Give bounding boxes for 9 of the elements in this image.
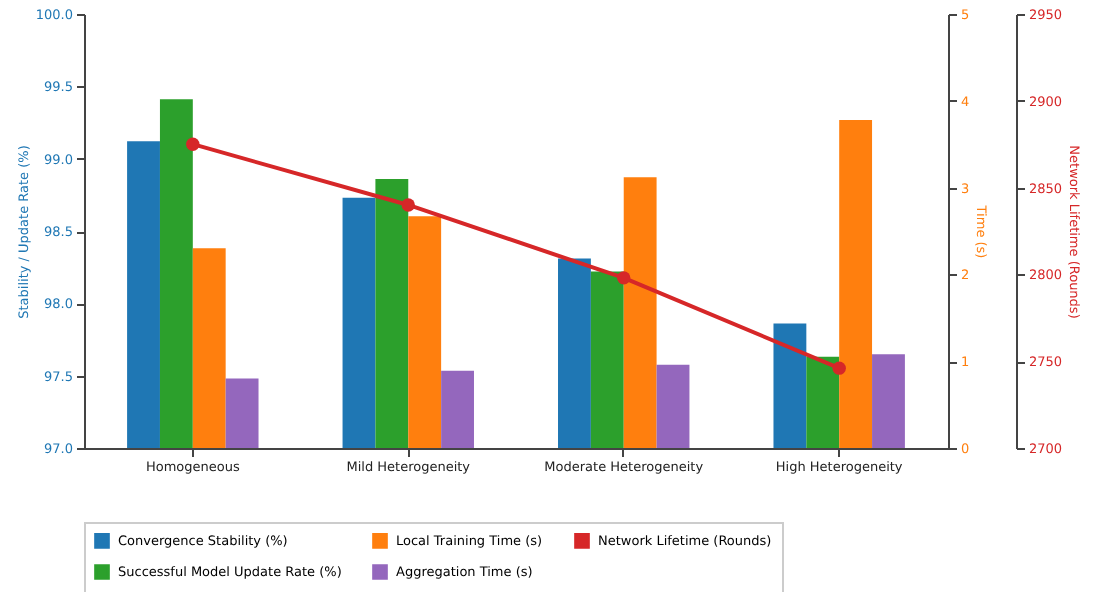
bar [225,378,259,448]
point [401,198,415,212]
point [186,137,200,151]
bar [872,354,905,448]
point [832,361,846,375]
bar [839,119,873,448]
bar [656,364,690,448]
point [617,271,631,285]
bar [441,370,474,448]
